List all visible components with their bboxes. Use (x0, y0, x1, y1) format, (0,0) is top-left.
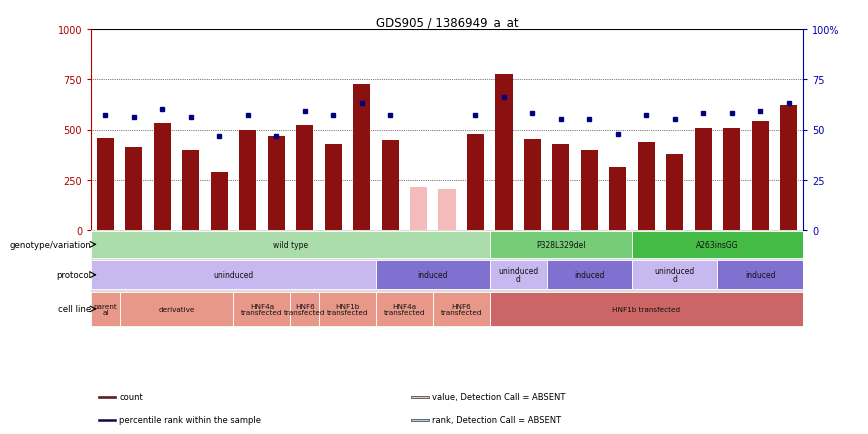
Bar (524, 139, 541, 230)
Bar (353, 85, 370, 230)
Bar (376, 261, 490, 289)
Bar (490, 231, 632, 258)
Bar (267, 136, 285, 230)
Text: protocol: protocol (56, 271, 91, 279)
Text: derivative: derivative (158, 306, 194, 312)
Text: HNF1b transfected: HNF1b transfected (612, 306, 681, 312)
Bar (325, 144, 342, 230)
Text: HNF1b
transfected: HNF1b transfected (326, 303, 368, 315)
Text: A263insGG: A263insGG (696, 240, 739, 249)
Bar (411, 396, 429, 398)
Bar (552, 144, 569, 230)
Text: uninduced
d: uninduced d (654, 266, 695, 284)
Bar (154, 124, 171, 230)
Text: value, Detection Call = ABSENT: value, Detection Call = ABSENT (432, 392, 566, 401)
Text: induced: induced (745, 271, 775, 279)
Bar (319, 292, 376, 326)
Text: induced: induced (574, 271, 605, 279)
Bar (723, 129, 740, 230)
Bar (780, 106, 797, 230)
Bar (240, 130, 256, 230)
Bar (547, 261, 632, 289)
Bar (718, 261, 803, 289)
Text: HNF6
transfected: HNF6 transfected (440, 303, 482, 315)
Bar (91, 231, 490, 258)
Bar (211, 172, 227, 230)
Bar (382, 140, 398, 230)
Bar (490, 261, 547, 289)
Bar (296, 126, 313, 230)
Text: HNF4a
transfected: HNF4a transfected (241, 303, 283, 315)
Bar (752, 122, 769, 230)
Bar (490, 292, 803, 326)
Bar (376, 292, 433, 326)
Text: induced: induced (418, 271, 448, 279)
Text: uninduced: uninduced (214, 271, 253, 279)
Bar (638, 142, 654, 230)
Text: percentile rank within the sample: percentile rank within the sample (119, 415, 261, 424)
Title: GDS905 / 1386949_a_at: GDS905 / 1386949_a_at (376, 16, 518, 29)
Bar (125, 147, 142, 230)
Text: P328L329del: P328L329del (536, 240, 586, 249)
Bar (411, 419, 429, 421)
Bar (98, 419, 115, 421)
Bar (581, 150, 598, 230)
Bar (120, 292, 233, 326)
Bar (496, 75, 512, 230)
Bar (632, 231, 803, 258)
Text: cell line: cell line (58, 305, 91, 314)
Bar (467, 134, 484, 230)
Bar (438, 189, 456, 230)
Text: count: count (119, 392, 143, 401)
Bar (410, 187, 427, 230)
Bar (291, 292, 319, 326)
Bar (97, 138, 114, 230)
Text: HNF6
transfected: HNF6 transfected (284, 303, 326, 315)
Bar (91, 292, 120, 326)
Text: HNF4a
transfected: HNF4a transfected (384, 303, 425, 315)
Text: rank, Detection Call = ABSENT: rank, Detection Call = ABSENT (432, 415, 562, 424)
Text: uninduced
d: uninduced d (498, 266, 538, 284)
Text: genotype/variation: genotype/variation (10, 240, 91, 249)
Text: parent
al: parent al (94, 303, 117, 315)
Text: wild type: wild type (273, 240, 308, 249)
Bar (433, 292, 490, 326)
Bar (694, 129, 712, 230)
Bar (182, 150, 200, 230)
Bar (98, 396, 115, 398)
Bar (609, 167, 627, 230)
Bar (233, 292, 291, 326)
Bar (91, 261, 376, 289)
Bar (632, 261, 718, 289)
Bar (667, 154, 683, 230)
